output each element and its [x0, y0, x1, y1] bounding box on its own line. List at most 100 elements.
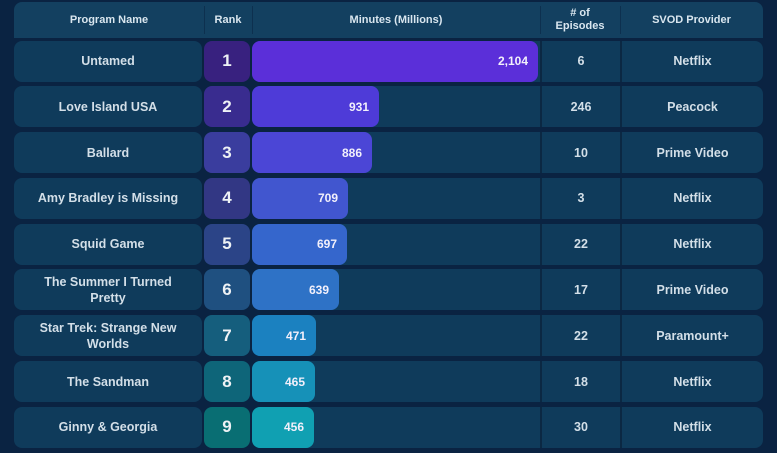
header-divider [620, 6, 621, 34]
rank-cell: 5 [204, 223, 250, 265]
episodes-value: 22 [574, 237, 588, 252]
rank-value: 7 [222, 325, 232, 345]
row-data-cell: 2,104 6 Netflix [252, 40, 763, 82]
minutes-bar: 471 [252, 315, 316, 357]
table-row: Amy Bradley is Missing 4 709 3 Netflix [14, 177, 763, 219]
rank-cell: 8 [204, 361, 250, 403]
provider-value: Netflix [673, 191, 712, 206]
minutes-bar: 639 [252, 269, 339, 311]
provider-value: Peacock [667, 99, 718, 114]
column-divider [540, 269, 542, 311]
program-name: Ballard [14, 132, 202, 174]
rank-value: 8 [222, 371, 232, 391]
column-divider [540, 86, 542, 128]
table-row: The Sandman 8 465 18 Netflix [14, 361, 763, 403]
program-name: Untamed [14, 40, 202, 82]
column-divider [540, 177, 542, 219]
column-divider [540, 40, 542, 82]
episodes-value: 6 [577, 54, 585, 68]
minutes-bar: 697 [252, 223, 347, 265]
table-rows: Untamed 1 2,104 6 Netflix Love Island US… [14, 40, 763, 448]
episodes-value: 18 [574, 374, 588, 389]
minutes-value: 931 [348, 99, 369, 114]
table-header-row: Program Name Rank Minutes (Millions) # o… [14, 2, 763, 38]
provider-value: Netflix [673, 54, 712, 68]
rank-value: 4 [222, 188, 232, 208]
rank-cell: 4 [204, 177, 250, 219]
column-divider [540, 223, 542, 265]
header-episodes: # of Episodes [555, 7, 605, 32]
rank-cell: 9 [204, 406, 250, 448]
row-data-cell: 931 246 Peacock [252, 86, 763, 128]
row-data-cell: 639 17 Prime Video [252, 269, 763, 311]
episodes-value: 3 [577, 191, 585, 206]
table-row: Love Island USA 2 931 246 Peacock [14, 86, 763, 128]
column-divider [620, 315, 622, 357]
episodes-value: 22 [574, 328, 588, 343]
rank-value: 9 [222, 417, 232, 437]
column-divider [620, 177, 622, 219]
minutes-value: 456 [283, 420, 304, 435]
rank-value: 6 [222, 279, 232, 299]
rank-value: 5 [222, 234, 232, 254]
rank-cell: 2 [204, 86, 250, 128]
minutes-value: 886 [341, 145, 362, 160]
provider-value: Paramount+ [656, 328, 729, 343]
rank-value: 1 [222, 51, 232, 70]
table-row: Squid Game 5 697 22 Netflix [14, 223, 763, 265]
header-divider [540, 6, 541, 34]
rank-value: 3 [222, 142, 232, 162]
column-divider [540, 406, 542, 448]
rank-cell: 7 [204, 315, 250, 357]
header-program-name: Program Name [69, 13, 149, 26]
program-name: The Summer I Turned Pretty [14, 269, 202, 311]
row-data-cell: 465 18 Netflix [252, 361, 763, 403]
column-divider [620, 269, 622, 311]
header-divider [252, 6, 253, 34]
table-row: Ginny & Georgia 9 456 30 Netflix [14, 406, 763, 448]
column-divider [620, 361, 622, 403]
rank-cell: 1 [204, 40, 250, 82]
program-name: Love Island USA [14, 86, 202, 128]
column-divider [620, 223, 622, 265]
column-divider [620, 40, 622, 82]
minutes-bar: 465 [252, 361, 315, 403]
program-name: The Sandman [14, 361, 202, 403]
column-divider [620, 86, 622, 128]
minutes-value: 471 [285, 328, 306, 343]
table-row: The Summer I Turned Pretty 6 639 17 Prim… [14, 269, 763, 311]
program-name: Squid Game [14, 223, 202, 265]
row-data-cell: 456 30 Netflix [252, 406, 763, 448]
row-data-cell: 709 3 Netflix [252, 177, 763, 219]
episodes-value: 17 [574, 282, 588, 297]
minutes-bar: 709 [252, 177, 348, 219]
table-row: Ballard 3 886 10 Prime Video [14, 132, 763, 174]
row-data-cell: 886 10 Prime Video [252, 132, 763, 174]
header-divider [204, 6, 205, 34]
provider-value: Netflix [673, 420, 712, 435]
minutes-bar: 456 [252, 406, 314, 448]
row-data-cell: 697 22 Netflix [252, 223, 763, 265]
table-row: Star Trek: Strange New Worlds 7 471 22 P… [14, 315, 763, 357]
episodes-value: 246 [570, 99, 592, 114]
episodes-value: 30 [574, 420, 588, 435]
header-svod-provider: SVOD Provider [652, 13, 731, 26]
episodes-value: 10 [574, 145, 588, 160]
column-divider [620, 406, 622, 448]
minutes-bar: 2,104 [252, 40, 538, 82]
minutes-value: 639 [308, 282, 329, 297]
column-divider [540, 132, 542, 174]
row-data-cell: 471 22 Paramount+ [252, 315, 763, 357]
provider-value: Prime Video [656, 282, 729, 297]
minutes-bar: 931 [252, 86, 379, 128]
provider-value: Netflix [673, 374, 712, 389]
header-rank: Rank [214, 13, 242, 26]
minutes-value: 709 [317, 191, 338, 206]
minutes-value: 697 [316, 237, 337, 252]
rank-cell: 6 [204, 269, 250, 311]
column-divider [540, 315, 542, 357]
minutes-bar: 886 [252, 132, 372, 174]
program-name: Amy Bradley is Missing [14, 177, 202, 219]
column-divider [620, 132, 622, 174]
rank-value: 2 [222, 96, 232, 116]
